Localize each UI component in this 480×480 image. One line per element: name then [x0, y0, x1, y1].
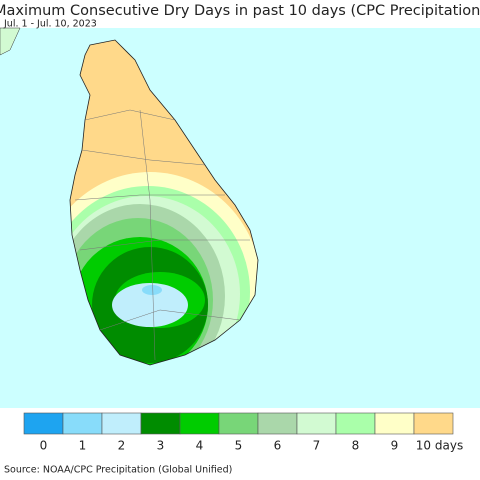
legend-swatch — [23, 412, 64, 435]
legend-swatch — [335, 412, 376, 435]
island-outline — [69, 39, 259, 366]
legend-label: 4 — [196, 439, 204, 453]
legend-label: 0 — [40, 439, 48, 453]
legend-swatch — [296, 412, 337, 435]
legend-label: 2 — [118, 439, 126, 453]
legend-label: 3 — [157, 439, 165, 453]
subtitle: Jul. 1 - Jul. 10, 2023 — [3, 19, 97, 30]
legend-swatch — [62, 412, 103, 435]
legend-swatch — [101, 412, 142, 435]
legend: 0 1 2 3 4 5 6 7 8 9 10 days — [23, 412, 463, 453]
source: Source: NOAA/CPC Precipitation (Global U… — [4, 465, 232, 476]
legend-label: 9 — [391, 439, 399, 453]
legend-swatch — [374, 412, 415, 435]
legend-label: 7 — [313, 439, 321, 453]
title: Maximum Consecutive Dry Days in past 10 … — [0, 3, 480, 19]
legend-label: 8 — [352, 439, 360, 453]
legend-label: 5 — [235, 439, 243, 453]
legend-swatch — [218, 412, 259, 435]
legend-swatch — [413, 412, 454, 435]
legend-label: 6 — [274, 439, 282, 453]
legend-swatch — [140, 412, 181, 435]
legend-swatch — [179, 412, 220, 435]
district-borders — [74, 109, 250, 361]
legend-label: 10 days — [416, 439, 463, 453]
legend-label: 1 — [79, 439, 87, 453]
india-coast — [0, 27, 21, 56]
legend-swatch — [257, 412, 298, 435]
